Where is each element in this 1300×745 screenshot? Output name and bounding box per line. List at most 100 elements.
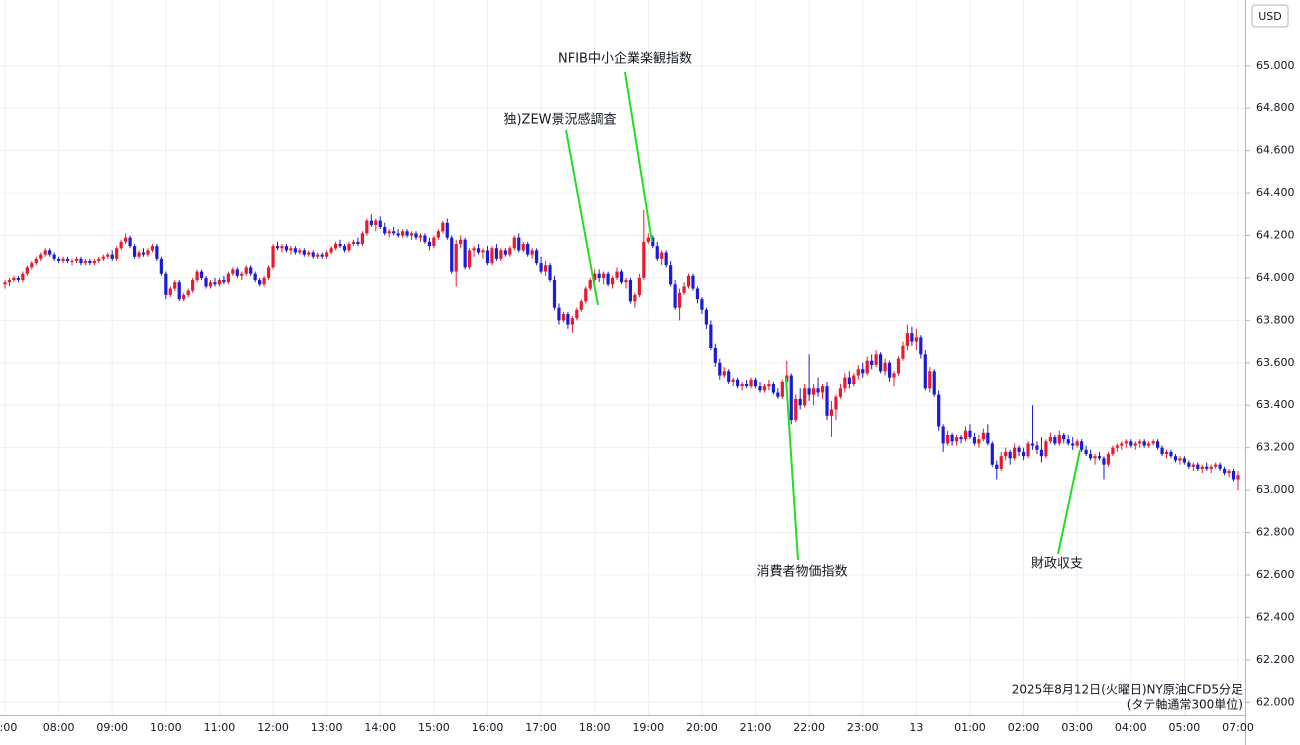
candle-body xyxy=(208,282,213,287)
candle-body xyxy=(132,246,137,257)
y-tick-label: 64.800 xyxy=(1256,101,1295,114)
candle-body xyxy=(1120,443,1124,446)
candle-body xyxy=(378,220,382,228)
candle-body xyxy=(959,437,963,440)
candle-body xyxy=(124,237,128,242)
candle-body xyxy=(1044,441,1048,457)
annotation-line xyxy=(624,71,653,243)
candle-body xyxy=(168,288,172,295)
candle-body xyxy=(1048,437,1052,442)
candle-body xyxy=(561,314,566,321)
candle-body xyxy=(1075,441,1079,446)
candle-body xyxy=(414,233,418,238)
candle-body xyxy=(610,277,615,285)
candle-body xyxy=(499,250,503,259)
candle-body xyxy=(1222,468,1227,474)
candle-body xyxy=(1200,466,1204,469)
candle-body xyxy=(731,379,735,382)
candle-body xyxy=(57,258,61,261)
candle-body xyxy=(52,254,56,259)
candle-body xyxy=(602,273,606,278)
y-tick-label: 64.600 xyxy=(1256,144,1295,157)
candle-body xyxy=(97,258,101,261)
candle-body xyxy=(436,231,440,238)
x-tick-label: 11:00 xyxy=(204,721,236,734)
x-tick-label: 19:00 xyxy=(632,721,664,734)
candle-body xyxy=(485,250,490,264)
annotation: NFIB中小企業楽観指数 xyxy=(558,51,692,67)
candle-body xyxy=(400,231,405,236)
candle-body xyxy=(709,324,713,348)
candle-body xyxy=(342,246,347,251)
y-tick-label: 62.600 xyxy=(1256,568,1295,581)
candle-body xyxy=(923,354,927,389)
x-tick-label: 10:00 xyxy=(150,721,182,734)
candle-body xyxy=(240,273,244,276)
candle-body xyxy=(1071,443,1075,446)
candle-body xyxy=(700,299,704,310)
candle-body xyxy=(825,386,829,416)
candle-body xyxy=(284,246,289,251)
candle-body xyxy=(115,248,119,259)
candle-body xyxy=(1080,441,1084,450)
x-tick-label: 02:00 xyxy=(1008,721,1040,734)
candle-body xyxy=(530,250,534,255)
candle-body xyxy=(606,273,610,285)
candle-body xyxy=(856,369,860,376)
candle-body xyxy=(896,358,901,374)
candle-body xyxy=(1231,471,1236,480)
candle-body xyxy=(794,398,798,421)
candle-body xyxy=(494,248,499,259)
candle-body xyxy=(1026,443,1030,457)
candle-body xyxy=(588,280,592,289)
candle-body xyxy=(199,271,204,278)
x-tick-label: 22:00 xyxy=(793,721,825,734)
candle-body xyxy=(941,426,945,444)
y-tick-label: 62.200 xyxy=(1256,653,1295,666)
candle-body xyxy=(316,254,320,257)
candle-body xyxy=(995,464,999,469)
x-tick-label: 12:00 xyxy=(257,721,289,734)
grid xyxy=(0,0,1245,715)
candle-body xyxy=(820,386,825,393)
candle-body xyxy=(48,250,52,255)
candle-body xyxy=(798,398,802,406)
candle-body xyxy=(758,386,762,391)
candle-body xyxy=(852,375,856,385)
candle-body xyxy=(1191,464,1195,467)
candle-body xyxy=(954,437,959,442)
candle-body xyxy=(182,294,186,300)
axes: 62.000 62.200 62.400 62.600 62.800 63.000 63.2… xyxy=(0,59,1295,734)
candle-body xyxy=(655,246,659,259)
candle-body xyxy=(83,260,88,264)
candle-body xyxy=(476,248,481,253)
candle-body xyxy=(307,252,311,255)
candle-body xyxy=(691,275,695,289)
candle-body xyxy=(767,384,771,387)
candle-body xyxy=(1084,449,1088,455)
candle-body xyxy=(584,288,588,302)
candle-body xyxy=(508,248,512,255)
candle-body xyxy=(445,222,449,238)
candle-body xyxy=(360,233,364,244)
candle-body xyxy=(249,267,253,274)
y-tick-label: 63.600 xyxy=(1256,356,1295,369)
candle-body xyxy=(1155,441,1160,448)
candle-body xyxy=(213,282,217,285)
candle-body xyxy=(736,379,740,387)
candle-body xyxy=(1030,443,1035,446)
candle-body xyxy=(432,237,436,247)
candle-body xyxy=(311,252,315,257)
x-tick-label: 21:00 xyxy=(740,721,772,734)
candle-body xyxy=(253,273,257,281)
candle-body xyxy=(1138,441,1142,444)
candle-body xyxy=(999,456,1003,469)
x-tick-label: 18:00 xyxy=(579,721,611,734)
annotation-line xyxy=(1057,449,1081,555)
candle-body xyxy=(1057,434,1061,444)
candle-body xyxy=(776,392,780,397)
candle-body xyxy=(843,377,847,389)
candle-body xyxy=(39,254,43,259)
candle-body xyxy=(3,282,7,285)
